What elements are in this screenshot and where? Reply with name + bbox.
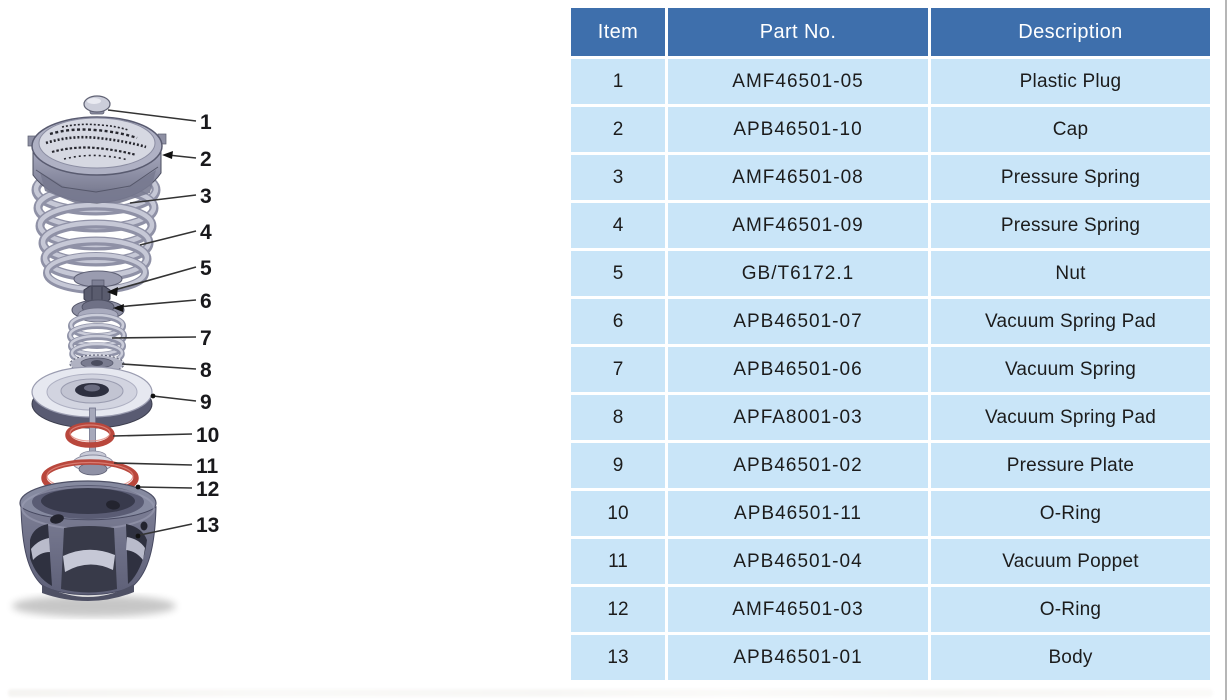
pressure-plate [31, 366, 153, 429]
callout-9: 9 [200, 391, 212, 414]
item-cell: 12 [571, 587, 665, 632]
item-cell: 11 [571, 539, 665, 584]
callout-2: 2 [200, 148, 212, 171]
column-header-part-no: Part No. [668, 8, 928, 56]
item-cell: 10 [571, 491, 665, 536]
callout-4: 4 [200, 221, 212, 244]
cap-engraving [45, 123, 147, 161]
spring-seat [73, 270, 123, 289]
table-row: 3 AMF46501-08 Pressure Spring [571, 155, 1210, 200]
part-no-cell: APB46501-01 [668, 635, 928, 680]
item-cell: 4 [571, 203, 665, 248]
parts-table: Item Part No. Description 1 AMF46501-05 … [568, 5, 1213, 683]
part-no-cell: GB/T6172.1 [668, 251, 928, 296]
valve-body [19, 480, 157, 601]
table-row: 10 APB46501-11 O-Ring [571, 491, 1210, 536]
table-row: 2 APB46501-10 Cap [571, 107, 1210, 152]
description-cell: Vacuum Spring Pad [931, 395, 1210, 440]
part-no-cell: AMF46501-03 [668, 587, 928, 632]
description-cell: Vacuum Spring [931, 347, 1210, 392]
table-row: 6 APB46501-07 Vacuum Spring Pad [571, 299, 1210, 344]
column-header-item: Item [571, 8, 665, 56]
callout-11: 11 [196, 455, 219, 478]
part-no-cell: APB46501-06 [668, 347, 928, 392]
description-cell: O-Ring [931, 491, 1210, 536]
body-shadow [12, 595, 176, 617]
part-no-cell: AMF46501-05 [668, 59, 928, 104]
table-row: 1 AMF46501-05 Plastic Plug [571, 59, 1210, 104]
table-row: 12 AMF46501-03 O-Ring [571, 587, 1210, 632]
table-header-row: Item Part No. Description [571, 8, 1210, 56]
cap [27, 116, 167, 204]
callout-1: 1 [200, 111, 212, 134]
callout-6: 6 [200, 290, 212, 313]
callout-13: 13 [196, 514, 219, 537]
item-cell: 5 [571, 251, 665, 296]
part-no-cell: AMF46501-08 [668, 155, 928, 200]
description-cell: Plastic Plug [931, 59, 1210, 104]
column-header-description: Description [931, 8, 1210, 56]
item-cell: 7 [571, 347, 665, 392]
description-cell: Nut [931, 251, 1210, 296]
description-cell: O-Ring [931, 587, 1210, 632]
description-cell: Pressure Spring [931, 203, 1210, 248]
callout-10: 10 [196, 424, 219, 447]
part-no-cell: APB46501-07 [668, 299, 928, 344]
description-cell: Vacuum Poppet [931, 539, 1210, 584]
leader-lines [107, 109, 197, 536]
description-cell: Pressure Plate [931, 443, 1210, 488]
parts-table-body: 1 AMF46501-05 Plastic Plug 2 APB46501-10… [571, 59, 1210, 680]
screenshot-right-border [1225, 0, 1227, 700]
part-no-cell: APFA8001-03 [668, 395, 928, 440]
table-row: 4 AMF46501-09 Pressure Spring [571, 203, 1210, 248]
description-cell: Cap [931, 107, 1210, 152]
callout-5: 5 [200, 257, 212, 280]
callout-12: 12 [196, 478, 219, 501]
item-cell: 8 [571, 395, 665, 440]
description-cell: Pressure Spring [931, 155, 1210, 200]
cropped-bottom-artifact [8, 689, 1213, 697]
description-cell: Vacuum Spring Pad [931, 299, 1210, 344]
item-cell: 6 [571, 299, 665, 344]
table-row: 9 APB46501-02 Pressure Plate [571, 443, 1210, 488]
callout-8: 8 [200, 359, 212, 382]
leader-markers [107, 151, 173, 539]
item-cell: 9 [571, 443, 665, 488]
o-ring-small [65, 422, 115, 448]
description-cell: Body [931, 635, 1210, 680]
part-no-cell: APB46501-02 [668, 443, 928, 488]
table-row: 11 APB46501-04 Vacuum Poppet [571, 539, 1210, 584]
plastic-plug [83, 95, 111, 115]
table-row: 13 APB46501-01 Body [571, 635, 1210, 680]
item-cell: 2 [571, 107, 665, 152]
item-cell: 3 [571, 155, 665, 200]
table-row: 8 APFA8001-03 Vacuum Spring Pad [571, 395, 1210, 440]
table-row: 5 GB/T6172.1 Nut [571, 251, 1210, 296]
part-no-cell: AMF46501-09 [668, 203, 928, 248]
exploded-view-diagram: 1 2 3 4 5 6 7 8 9 10 11 12 13 [12, 95, 219, 617]
callout-3: 3 [200, 185, 212, 208]
item-cell: 13 [571, 635, 665, 680]
item-cell: 1 [571, 59, 665, 104]
table-row: 7 APB46501-06 Vacuum Spring [571, 347, 1210, 392]
callout-7: 7 [200, 327, 212, 350]
part-no-cell: APB46501-11 [668, 491, 928, 536]
part-no-cell: APB46501-10 [668, 107, 928, 152]
part-no-cell: APB46501-04 [668, 539, 928, 584]
